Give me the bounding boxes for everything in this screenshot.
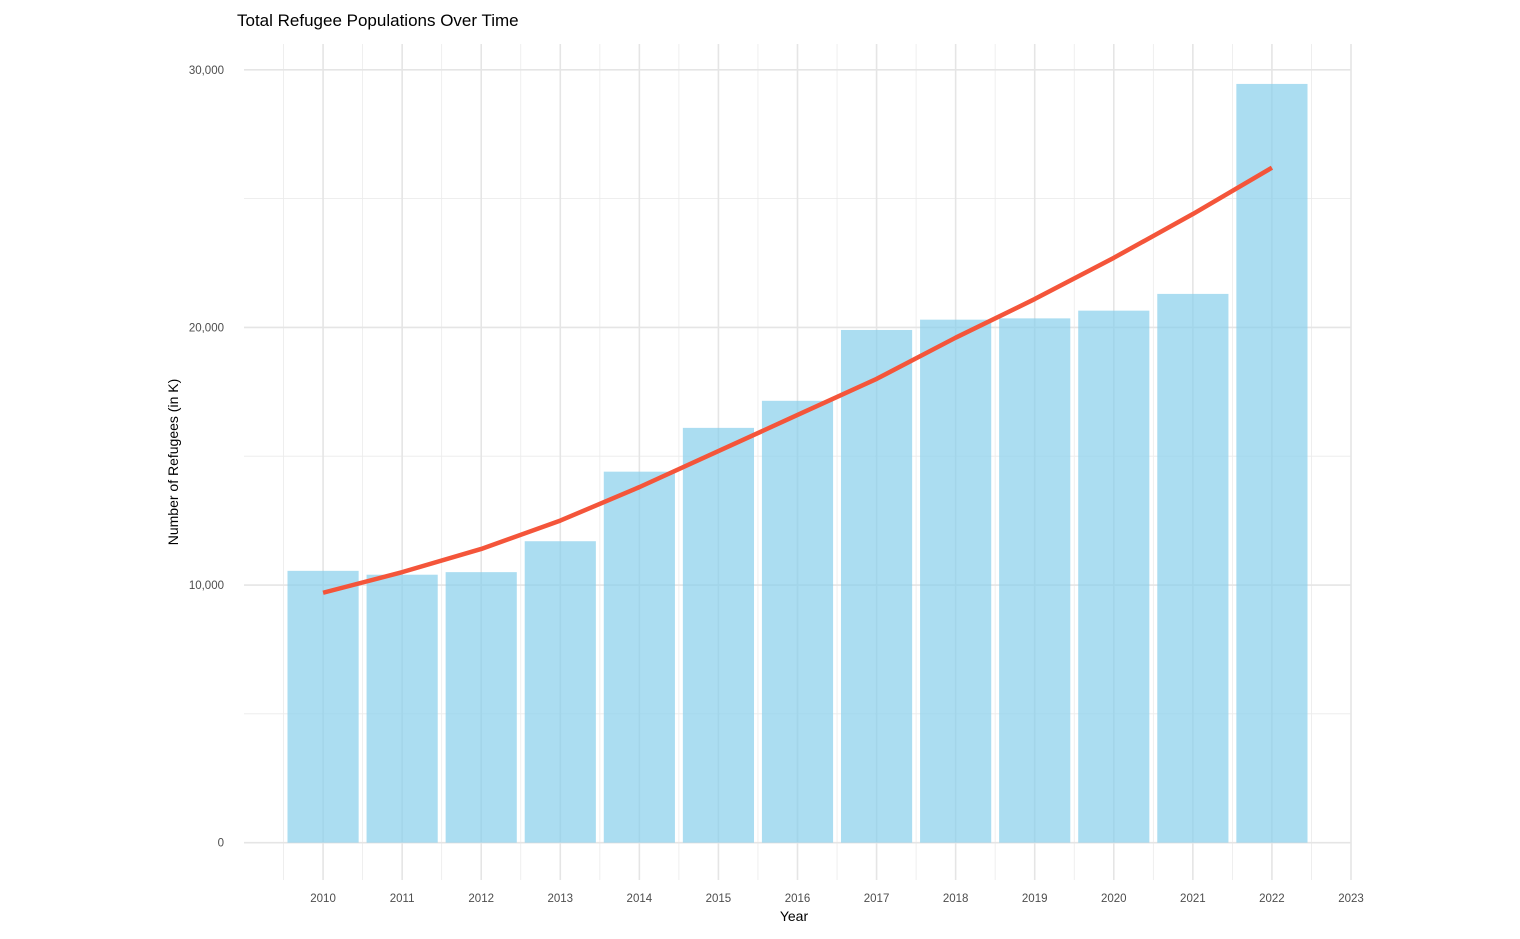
bars [287,83,1308,843]
bar-2013 [524,541,596,843]
x-tick-label: 2010 [310,893,336,905]
x-tick-label: 2014 [627,893,653,905]
bar-2018 [920,319,992,843]
bar-2011 [366,574,438,843]
x-tick-label: 2017 [864,893,890,905]
trend-line-layer [322,165,1274,595]
trend-line [322,165,1274,595]
bar-2016 [761,400,834,843]
bar-2020 [1078,310,1150,843]
x-axis-tick-labels: 2010 2011 2012 2013 2014 2015 2016 2017 2018 2019… [310,893,1364,905]
bar-2017 [840,329,913,843]
x-tick-label: 2020 [1101,893,1127,905]
bar-2019 [999,318,1071,843]
bar-2015 [682,427,755,843]
y-tick-label: 30,000 [189,65,224,77]
x-axis-title: Year [780,908,809,924]
x-tick-label: 2013 [547,893,573,905]
y-tick-label: 10,000 [189,580,224,592]
x-tick-label: 2018 [943,893,969,905]
y-axis-title: Number of Refugees (in K) [165,379,181,546]
y-tick-label: 0 [218,838,224,850]
bar-2010 [287,570,359,843]
x-tick-label: 2015 [706,893,732,905]
x-tick-label: 2012 [468,893,494,905]
y-tick-label: 20,000 [189,322,224,334]
x-tick-label: 2016 [785,893,811,905]
bar-2021 [1157,293,1229,843]
x-tick-label: 2022 [1259,893,1285,905]
x-tick-label: 2011 [390,893,415,905]
y-axis-tick-labels: 0 10,000 20,000 30,000 [189,65,224,850]
bar-2014 [603,471,675,843]
bar-2022 [1236,83,1308,843]
chart-title: Total Refugee Populations Over Time [237,11,519,30]
x-tick-label: 2019 [1022,893,1048,905]
x-tick-label: 2023 [1338,893,1364,905]
x-tick-label: 2021 [1180,893,1206,905]
bar-2012 [445,572,517,843]
